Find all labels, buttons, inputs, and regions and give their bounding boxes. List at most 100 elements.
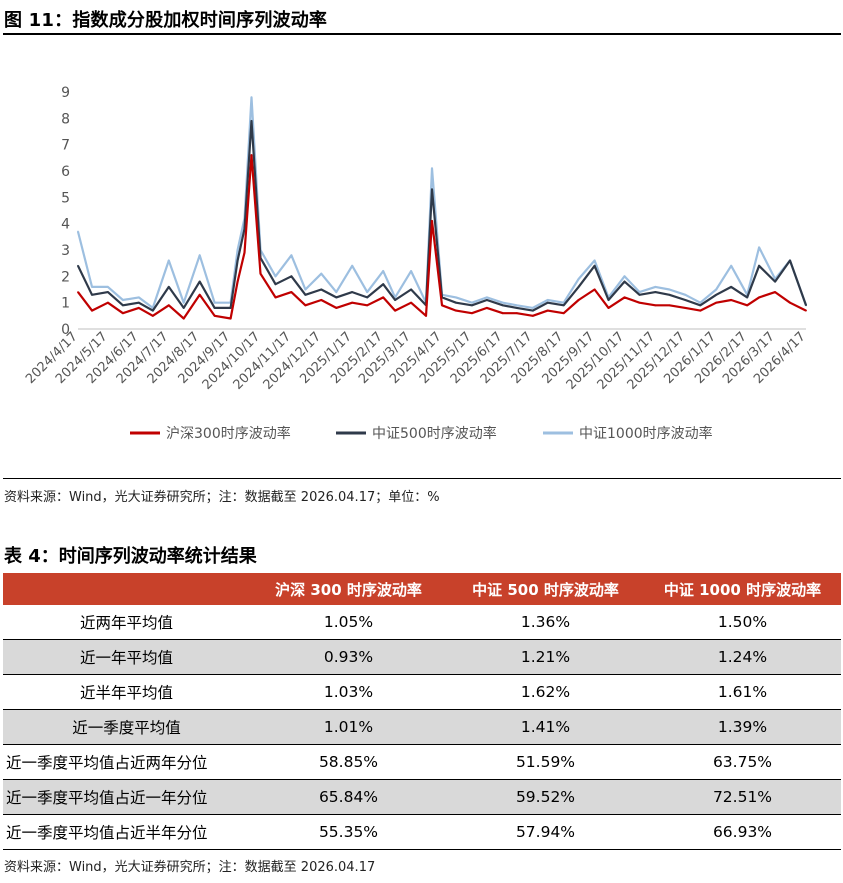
series-point-2 bbox=[638, 291, 641, 294]
series-point-1 bbox=[382, 283, 385, 286]
table-row: 近一季度平均值占近两年分位 58.85% 51.59% 63.75% bbox=[3, 744, 841, 780]
series-point-1 bbox=[546, 301, 549, 304]
series-point-0 bbox=[485, 307, 488, 309]
series-point-0 bbox=[425, 314, 427, 317]
series-line-2 bbox=[76, 96, 808, 309]
series-point-2 bbox=[290, 254, 293, 257]
series-point-2 bbox=[107, 285, 109, 288]
legend-label: 中证1000时序波动率 bbox=[579, 425, 713, 442]
row-label: 近一季度平均值占近两年分位 bbox=[3, 744, 250, 780]
series-point-2 bbox=[382, 270, 385, 272]
value-cell: 1.50% bbox=[644, 605, 841, 640]
series-point-0 bbox=[335, 307, 338, 309]
series-point-0 bbox=[410, 301, 412, 304]
series-point-1 bbox=[91, 293, 93, 296]
series-point-1 bbox=[236, 259, 239, 262]
value-cell: 72.51% bbox=[644, 779, 841, 815]
series-point-1 bbox=[684, 299, 687, 301]
series-point-1 bbox=[250, 120, 253, 122]
series-point-1 bbox=[805, 304, 807, 307]
legend-label: 沪深300时序波动率 bbox=[166, 425, 291, 442]
header-cell: 沪深 300 时序波动率 bbox=[250, 573, 447, 605]
series-point-0 bbox=[684, 307, 687, 309]
row-label: 近一季度平均值占近一年分位 bbox=[3, 779, 250, 815]
value-cell: 1.24% bbox=[644, 639, 841, 675]
series-point-2 bbox=[546, 299, 549, 301]
table-row: 近一季度平均值 1.01% 1.41% 1.39% bbox=[3, 709, 841, 745]
value-cell: 58.85% bbox=[250, 744, 447, 780]
series-point-1 bbox=[394, 299, 397, 301]
series-point-1 bbox=[304, 293, 307, 296]
series-point-2 bbox=[431, 167, 433, 170]
series-point-1 bbox=[320, 288, 323, 291]
value-cell: 1.03% bbox=[250, 674, 447, 710]
series-point-0 bbox=[91, 309, 93, 312]
series-point-2 bbox=[274, 275, 277, 278]
series-point-2 bbox=[471, 301, 473, 304]
series-point-0 bbox=[382, 296, 385, 299]
series-point-0 bbox=[121, 312, 124, 315]
series-point-0 bbox=[730, 299, 733, 301]
series-point-0 bbox=[182, 317, 185, 320]
series-point-2 bbox=[730, 264, 733, 267]
series-point-1 bbox=[167, 285, 170, 288]
series-point-2 bbox=[699, 301, 702, 304]
series-point-1 bbox=[623, 280, 626, 283]
row-label: 近两年平均值 bbox=[3, 605, 250, 640]
y-tick-label: 9 bbox=[61, 85, 70, 101]
series-point-1 bbox=[607, 299, 610, 301]
row-label: 近一季度平均值 bbox=[3, 709, 250, 745]
series-point-1 bbox=[151, 309, 154, 312]
series-point-2 bbox=[335, 291, 338, 294]
series-line-0 bbox=[77, 154, 807, 320]
figure-title: 图 11：指数成分股加权时间序列波动率 bbox=[4, 10, 328, 31]
value-cell: 1.01% bbox=[250, 709, 447, 745]
series-point-2 bbox=[198, 254, 201, 257]
table-header-row: 沪深 300 时序波动率 中证 500 时序波动率 中证 1000 时序波动率 bbox=[3, 573, 841, 605]
series-point-0 bbox=[274, 296, 277, 299]
series-point-1 bbox=[290, 275, 293, 278]
table-row: 近半年平均值 1.03% 1.62% 1.61% bbox=[3, 674, 841, 710]
table-row: 近一季度平均值占近半年分位 55.35% 57.94% 66.93% bbox=[3, 814, 841, 850]
series-point-1 bbox=[562, 304, 565, 307]
series-point-1 bbox=[229, 307, 232, 309]
value-cell: 0.93% bbox=[250, 639, 447, 675]
series-point-0 bbox=[259, 272, 262, 275]
series-point-1 bbox=[638, 293, 641, 296]
legend-label: 中证500时序波动率 bbox=[372, 425, 497, 442]
series-point-1 bbox=[274, 283, 277, 286]
series-point-0 bbox=[151, 314, 154, 317]
y-tick-label: 0 bbox=[61, 322, 70, 338]
series-point-1 bbox=[121, 304, 124, 307]
stats-table: 沪深 300 时序波动率 中证 500 时序波动率 中证 1000 时序波动率 … bbox=[3, 573, 841, 850]
series-point-2 bbox=[455, 296, 457, 299]
series-point-0 bbox=[229, 317, 232, 320]
value-cell: 1.05% bbox=[250, 605, 447, 640]
series-point-0 bbox=[304, 304, 307, 307]
series-point-0 bbox=[366, 304, 369, 307]
row-label: 近一年平均值 bbox=[3, 639, 250, 675]
row-label: 近半年平均值 bbox=[3, 674, 250, 710]
series-point-0 bbox=[213, 314, 216, 317]
series-point-1 bbox=[789, 259, 791, 262]
value-cell: 57.94% bbox=[447, 814, 644, 850]
series-point-2 bbox=[668, 288, 671, 291]
series-point-1 bbox=[366, 296, 369, 299]
value-cell: 1.61% bbox=[644, 674, 841, 710]
series-point-0 bbox=[758, 296, 761, 299]
series-point-0 bbox=[137, 307, 140, 309]
series-point-2 bbox=[531, 307, 534, 309]
series-point-0 bbox=[577, 299, 580, 301]
series-point-1 bbox=[501, 304, 504, 307]
series-point-1 bbox=[515, 307, 518, 309]
y-tick-label: 7 bbox=[61, 138, 70, 154]
figure-source: 资料来源：Wind，光大证券研究所；注：数据截至 2026.04.17；单位：% bbox=[4, 490, 440, 505]
series-point-1 bbox=[213, 307, 216, 309]
series-point-2 bbox=[684, 293, 687, 296]
series-line-1 bbox=[77, 119, 808, 312]
series-point-0 bbox=[654, 304, 657, 307]
series-point-0 bbox=[668, 304, 671, 307]
row-label: 近一季度平均值占近半年分位 bbox=[3, 814, 250, 850]
series-point-2 bbox=[515, 304, 518, 307]
series-point-0 bbox=[515, 312, 518, 315]
